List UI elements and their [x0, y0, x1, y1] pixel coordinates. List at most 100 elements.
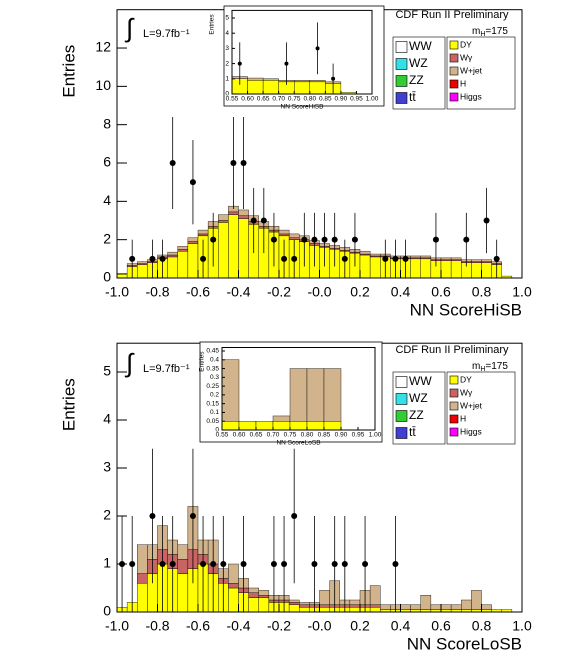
- stack-bar: [319, 590, 330, 606]
- mass-label: mH=175: [472, 361, 508, 373]
- x-tick-label: -0.8: [145, 284, 169, 300]
- data-point: [284, 61, 289, 66]
- y-tick-label: 1: [103, 555, 111, 571]
- stack-bar: [238, 215, 249, 219]
- stack-bar: [262, 78, 279, 81]
- y-tick-label: 3: [225, 45, 229, 52]
- stack-bar: [323, 421, 342, 431]
- lumi-label: L=9.7fb⁻¹: [143, 363, 190, 375]
- stack-bar: [471, 259, 482, 262]
- legend-label: H: [460, 413, 466, 423]
- stack-bar: [247, 80, 264, 95]
- legend-box: [446, 36, 516, 110]
- stack-bar: [299, 604, 310, 608]
- data-point: [392, 255, 399, 262]
- stack-bar: [430, 604, 442, 610]
- stack-bar: [471, 590, 482, 610]
- stack-bar: [137, 544, 148, 574]
- stack-bar: [288, 599, 300, 603]
- stack-bar: [272, 421, 291, 431]
- x-tick-label: -0.4: [226, 284, 250, 300]
- y-tick-label: 8: [103, 115, 111, 131]
- stack-bar: [450, 260, 462, 279]
- data-point: [331, 561, 338, 567]
- stack-bar: [420, 255, 432, 259]
- data-point: [382, 255, 389, 262]
- mass-subscript: H: [480, 31, 485, 38]
- x-axis-title: NN ScoreLoSB: [407, 634, 522, 653]
- stack-bar: [481, 259, 492, 262]
- legend-label: WW: [409, 39, 432, 53]
- x-tick-label: 0.75: [284, 432, 297, 439]
- legend-label: DY: [460, 374, 472, 384]
- data-point: [311, 561, 318, 567]
- stack-bar: [116, 273, 128, 279]
- y-tick-label: 0: [225, 91, 229, 98]
- y-tick-label: 0.4: [210, 357, 219, 364]
- stack-bar: [197, 229, 209, 235]
- x-tick-label: -0.2: [267, 618, 291, 634]
- x-tick-label: 0.4: [391, 618, 411, 634]
- chart-title: CDF Run II Preliminary: [395, 9, 509, 21]
- data-point: [311, 236, 318, 243]
- stack-bar: [369, 604, 381, 608]
- x-tick-label: -0.4: [226, 618, 250, 634]
- legend-label: WW: [409, 374, 432, 388]
- x-tick-label: 0.90: [335, 96, 348, 103]
- stack-bar: [228, 587, 239, 613]
- legend-label: Wγ: [460, 52, 473, 62]
- legend-box: [446, 371, 516, 445]
- data-point: [402, 255, 409, 262]
- data-point: [331, 236, 338, 243]
- stack-bar: [369, 256, 381, 279]
- mass-label: mH=175: [472, 26, 508, 38]
- y-tick-label: 0: [103, 603, 111, 619]
- stack-bar: [359, 254, 371, 279]
- stack-bar: [288, 602, 300, 606]
- x-tick-label: 0.2: [350, 618, 370, 634]
- stack-bar: [187, 243, 199, 279]
- x-tick-label: -0.2: [267, 284, 291, 300]
- stack-bar: [177, 246, 189, 250]
- data-point: [189, 179, 196, 186]
- legend-label: ZZ: [409, 408, 424, 422]
- stack-bar: [177, 573, 189, 613]
- mass-symbol: m: [472, 361, 480, 372]
- legend-label: Higgs: [460, 426, 482, 436]
- x-tick-label: 0.6: [431, 284, 451, 300]
- x-tick-label: -1.0: [105, 284, 129, 300]
- legend-swatch: [395, 393, 408, 405]
- stack-bar: [177, 250, 189, 279]
- stack-bar: [218, 220, 229, 223]
- stack-bar: [306, 368, 325, 422]
- data-point: [169, 160, 176, 167]
- stack-bar: [221, 421, 240, 431]
- stack-bar: [410, 255, 421, 259]
- data-point: [129, 561, 136, 567]
- data-point: [149, 255, 156, 262]
- stack-bar: [294, 81, 310, 95]
- legend-swatch: [395, 58, 408, 70]
- x-tick-label: 0.8: [472, 618, 492, 634]
- stack-bar: [218, 222, 229, 279]
- stack-bar: [187, 241, 199, 244]
- stack-bar: [238, 209, 249, 216]
- legend-swatch: [395, 75, 408, 87]
- x-tick-label: 0.60: [233, 432, 246, 439]
- data-point: [149, 513, 156, 519]
- stack-bar: [228, 583, 239, 589]
- stack-bar: [228, 563, 239, 584]
- stack-bar: [255, 421, 274, 431]
- legend-swatch: [449, 414, 459, 424]
- stack-bar: [137, 261, 148, 264]
- x-tick-label: 0.95: [350, 96, 363, 103]
- x-axis-title: NN ScoreHiSB: [410, 300, 522, 319]
- stack-bar: [450, 257, 462, 260]
- y-tick-label: 0.35: [206, 365, 219, 372]
- y-tick-label: 0: [103, 269, 111, 285]
- x-tick-label: 0.8: [472, 284, 492, 300]
- legend-label: W+jet: [460, 65, 483, 75]
- x-tick-label: 0.85: [318, 432, 331, 439]
- x-tick-label: -0.0: [307, 284, 331, 300]
